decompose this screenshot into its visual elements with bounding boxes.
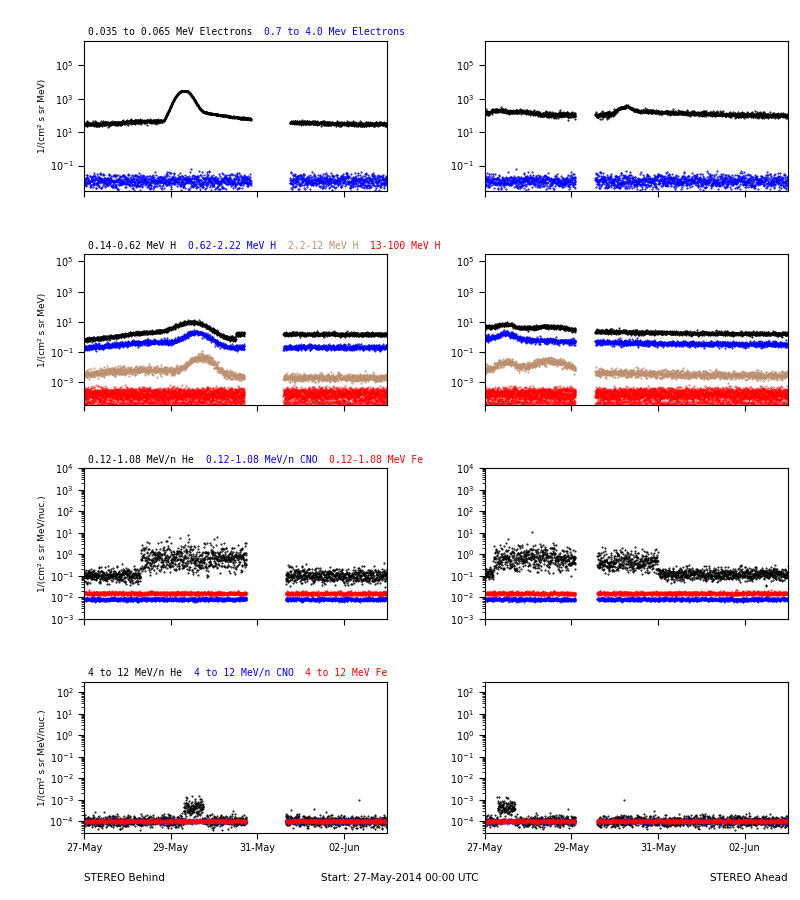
Text: Start: 27-May-2014 00:00 UTC: Start: 27-May-2014 00:00 UTC	[322, 873, 478, 883]
Y-axis label: 1/(cm² s sr MeV): 1/(cm² s sr MeV)	[38, 78, 47, 153]
Text: 0.12-1.08 MeV/n He: 0.12-1.08 MeV/n He	[88, 454, 206, 464]
Text: 4 to 12 MeV/n He: 4 to 12 MeV/n He	[88, 669, 194, 679]
Y-axis label: 1/(cm² s sr MeV/nuc.): 1/(cm² s sr MeV/nuc.)	[38, 495, 47, 591]
Text: 4 to 12 MeV Fe: 4 to 12 MeV Fe	[306, 669, 399, 679]
Text: 0.7 to 4.0 Mev Electrons: 0.7 to 4.0 Mev Electrons	[264, 27, 417, 37]
Y-axis label: 1/(cm² s sr MeV): 1/(cm² s sr MeV)	[38, 292, 47, 366]
Text: STEREO Ahead: STEREO Ahead	[710, 873, 788, 883]
Text: 0.14-0.62 MeV H: 0.14-0.62 MeV H	[88, 240, 188, 251]
Text: 0.035 to 0.065 MeV Electrons: 0.035 to 0.065 MeV Electrons	[88, 27, 264, 37]
Text: 0.12-1.08 MeV/n CNO: 0.12-1.08 MeV/n CNO	[206, 454, 329, 464]
Text: 0.62-2.22 MeV H: 0.62-2.22 MeV H	[188, 240, 288, 251]
Text: 0.12-1.08 MeV Fe: 0.12-1.08 MeV Fe	[329, 454, 434, 464]
Text: 4 to 12 MeV/n CNO: 4 to 12 MeV/n CNO	[194, 669, 306, 679]
Y-axis label: 1/(cm² s sr MeV/nuc.): 1/(cm² s sr MeV/nuc.)	[38, 709, 46, 806]
Text: STEREO Behind: STEREO Behind	[84, 873, 165, 883]
Text: 13-100 MeV H: 13-100 MeV H	[370, 240, 452, 251]
Text: 2.2-12 MeV H: 2.2-12 MeV H	[288, 240, 370, 251]
